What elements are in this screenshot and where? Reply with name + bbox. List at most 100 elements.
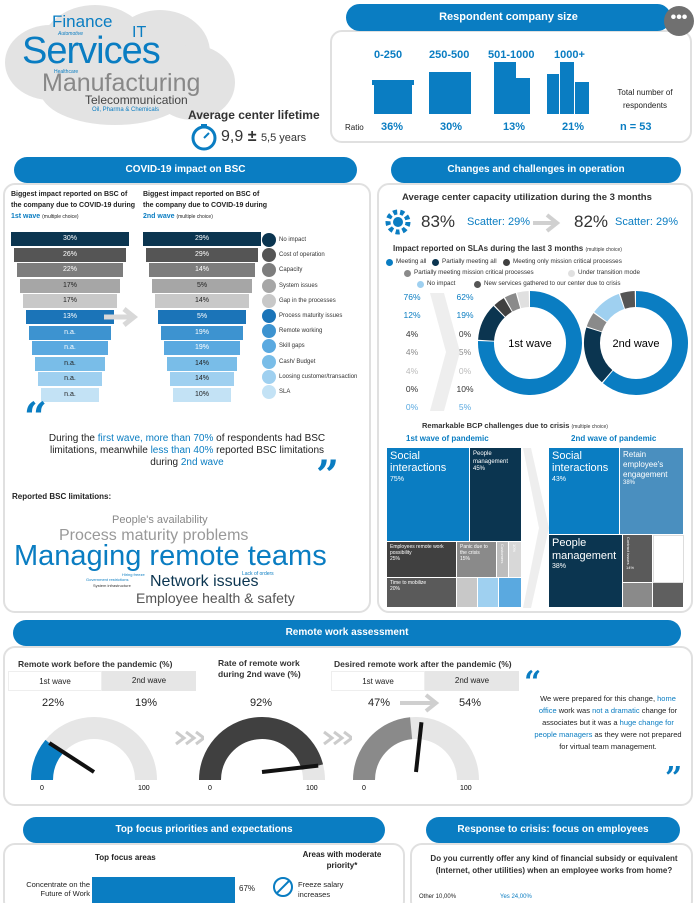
covid-legend-swatch-9 — [262, 369, 276, 384]
focus-title: Top focus priorities and expectations — [23, 817, 385, 843]
tm1-panic: Panic due to the crisis 15% — [457, 542, 497, 578]
limitations-title: Reported BSC limitations: — [12, 492, 112, 501]
response-card — [410, 843, 693, 903]
sla-legend-label-5: No impact — [427, 280, 456, 287]
word-services: Services — [22, 30, 161, 72]
ratio-1: 30% — [440, 121, 463, 133]
covid-legend-label-5: Process maturity issues — [279, 313, 343, 319]
sla-wave1_vals-1: 12% — [403, 310, 421, 321]
sla-legend-dot-4 — [568, 270, 575, 277]
cloud-infra: System infrastructure — [93, 583, 131, 588]
sla-legend-dot-3 — [404, 270, 411, 277]
freeze-icon — [273, 877, 293, 897]
tm1-cust-label: Customers — [500, 544, 505, 564]
donut-wave2-slice-1 — [584, 327, 613, 383]
funnel1-row-2: 22% — [17, 263, 123, 278]
quote-open-icon: “ — [24, 394, 48, 441]
wave1-heading-wave: 1st wave — [11, 213, 41, 220]
sla-legend-dot-5 — [417, 281, 424, 288]
ratio-label: Ratio — [345, 123, 364, 132]
capacity-title: Average center capacity utilization duri… — [402, 192, 652, 203]
donut-wave2-slice-3 — [586, 313, 607, 332]
word-oil: Oil, Pharma & Chemicals — [92, 107, 160, 113]
covid-legend-swatch-2 — [262, 263, 276, 278]
donut-wave1-slice-0 — [478, 291, 582, 395]
covid-legend-label-6: Remote working — [279, 328, 323, 335]
sla-wave2_vals-5: 10% — [456, 384, 474, 394]
covid-legend-swatch-8 — [262, 354, 276, 369]
more-dots-icon[interactable]: ••• — [664, 6, 694, 36]
tm2-cont-label: Contract issues — [626, 537, 631, 565]
sla-donuts: 1st wave 2nd wave — [478, 291, 688, 395]
bcp-wave2-label: 2nd wave of pandemic — [571, 434, 657, 443]
before-tab-2[interactable]: 2nd wave — [102, 671, 196, 691]
tm1-emp-label: Employees remote work possibility — [390, 544, 444, 556]
tm2-retain-value: 38% — [623, 480, 636, 486]
response-title: Response to crisis: focus on employees — [426, 817, 680, 843]
bcp-title-text: Remarkable BCP challenges due to crisis — [422, 421, 570, 430]
cloud-remote: Managing remote teams — [14, 540, 327, 572]
funnel-arrow-icon — [104, 306, 140, 328]
bcp-wave1-label: 1st wave of pandemic — [406, 434, 489, 443]
tm1-cust: Customers — [497, 542, 509, 578]
funnel2-row-7: 19% — [164, 341, 240, 356]
sla-title-text: Impact reported on SLAs during the last … — [393, 244, 584, 253]
remote-quote-7: as they were not prepared for virtual te… — [559, 730, 682, 751]
rate-title: Rate of remote work during 2nd wave (%) — [218, 658, 301, 679]
covid-legend-label-0: No impact — [279, 237, 307, 243]
donut-wave1-slice-1 — [478, 306, 506, 342]
desired-tab-1[interactable]: 1st wave — [331, 671, 425, 691]
funnel2-row-8: 14% — [167, 356, 237, 371]
industry-cloud: Finance Automotive IT Services Healthcar… — [0, 0, 240, 130]
changes-title: Changes and challenges in operation — [391, 157, 681, 183]
focus-row1-value: 67% — [239, 884, 256, 893]
freeze-label: Freeze salary increases — [298, 880, 344, 899]
covid-legend-label-7: Skill gaps — [279, 343, 305, 350]
ratio-0: 36% — [381, 121, 404, 133]
desired-tab-2[interactable]: 2nd wave — [425, 671, 519, 691]
gauge-rate-min-label: 0 — [208, 785, 212, 792]
tm1-people-value: 45% — [473, 466, 486, 472]
covid-quote: During the first wave, more than 70% of … — [42, 433, 332, 469]
funnel2-row-2: 14% — [149, 263, 255, 278]
before-tab-1[interactable]: 1st wave — [8, 671, 102, 691]
donut-wave1-slice-3 — [504, 292, 521, 312]
tm1-small-2 — [478, 578, 499, 608]
treemap-wave1: Social interactions 75% People managemen… — [387, 448, 522, 608]
remote-quote: We were prepared for this change, home o… — [533, 693, 683, 753]
gauge-arrows-1-icon — [174, 730, 207, 746]
covid-legend-swatch-4 — [262, 293, 276, 308]
word-finance: Finance — [52, 12, 113, 31]
sla-legend-dot-0 — [386, 259, 393, 266]
word-telecommunication: Telecommunication — [85, 93, 188, 107]
covid-title: COVID-19 impact on BSC — [14, 157, 357, 183]
word-automotive: Automotive — [58, 31, 84, 37]
bcp-title: Remarkable BCP challenges due to crisis … — [422, 421, 608, 430]
gauge-rate-max-label: 100 — [306, 785, 318, 792]
remote-quote-6: huge change for people managers — [534, 718, 674, 739]
gauge-rate-fill — [199, 717, 324, 781]
sla-title: Impact reported on SLAs during the last … — [393, 244, 622, 253]
wave2-heading-mc: (multiple choice) — [176, 214, 213, 220]
tm1-cust-b: 10% — [509, 542, 522, 578]
tm2-small-3 — [653, 583, 684, 608]
covid-legend-swatch-0 — [262, 233, 276, 247]
cloud-maturity: Process maturity problems — [59, 527, 249, 544]
covid-quote-4: less than 40% — [150, 445, 214, 456]
desired-arrow-icon — [398, 693, 442, 713]
tm1-social-label: Social interactions — [390, 450, 447, 474]
tm1-small-1 — [457, 578, 478, 608]
sla-wave2_vals-6: 5% — [458, 402, 472, 413]
moderate-title: Areas with moderate priority* — [302, 850, 382, 870]
total-label: Total number of respondents — [617, 88, 673, 110]
remote-quote-4: not a dramatic — [592, 706, 640, 715]
lifetime-title: Average center lifetime — [188, 108, 320, 122]
before-v1: 22% — [42, 697, 65, 709]
quote-close-icon: ” — [316, 452, 340, 499]
scatter1-value: Scatter: 29% — [467, 216, 530, 228]
sla-wave2_vals-0: 62% — [456, 292, 474, 302]
donut-wave2-slice-5 — [594, 293, 625, 322]
treemap-wave2: Social interactions 43% Retain employee'… — [549, 448, 684, 608]
sla-wave2_vals-4: 0% — [458, 365, 472, 376]
sla-title-mc: (multiple choice) — [585, 247, 622, 253]
